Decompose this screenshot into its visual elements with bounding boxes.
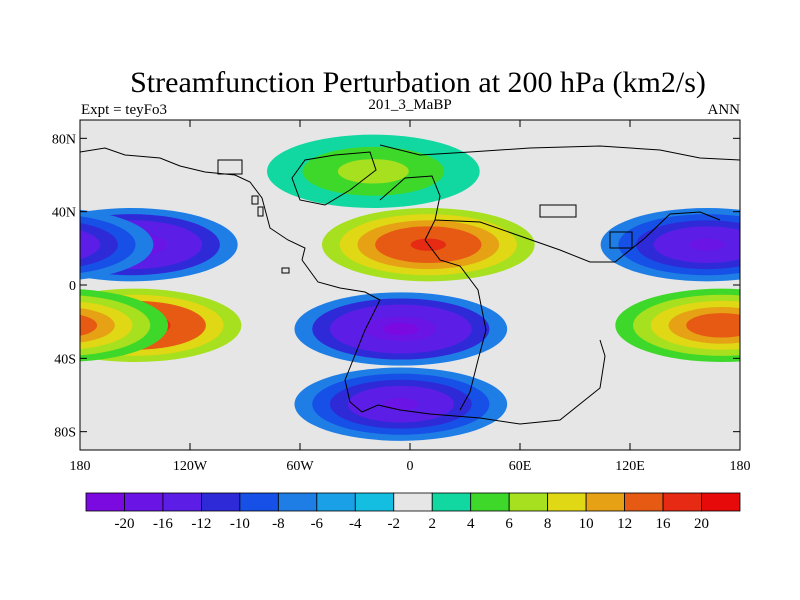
coastline-island-5 [539, 204, 577, 218]
coastline-island-2 [251, 195, 259, 205]
colorbar-label: -8 [272, 516, 285, 532]
colorbar-label: -6 [311, 516, 324, 532]
contour-south-pacific-low-3 [738, 239, 740, 250]
colorbar: -20 -16 -12 -10 -8 -6 -4 -2 2 4 6 8 10 12 16 20 [85, 492, 741, 532]
x-tick-label: 180 [730, 459, 751, 474]
plot-area [79, 119, 741, 451]
x-tick-label: 60E [509, 459, 532, 474]
x-axis: 180 120W 60W 0 60E 120E 180 [70, 120, 751, 474]
contour-west-pacific-low-5 [689, 238, 725, 251]
colorbar-label: 16 [656, 516, 672, 532]
colorbar-swatch [239, 492, 279, 512]
colorbar-swatch [585, 492, 625, 512]
colorbar-label: 10 [579, 516, 594, 532]
contour-fills [80, 134, 740, 441]
y-tick-label: 40S [54, 352, 76, 367]
colorbar-label: -4 [349, 516, 362, 532]
colorbar-swatch [547, 492, 587, 512]
contour-west-pacific-high-3 [80, 308, 115, 343]
colorbar-swatch [277, 492, 318, 512]
x-tick-label: 120W [173, 459, 208, 474]
colorbar-label: -20 [114, 516, 134, 532]
colorbar-label: 6 [505, 516, 513, 532]
y-tick-label: 80N [52, 132, 76, 147]
colorbar-swatch [354, 492, 395, 512]
y-tick-label: 80S [54, 426, 76, 441]
colorbar-swatch [470, 492, 510, 512]
colorbar-swatch [624, 492, 664, 512]
colorbar-swatch [508, 492, 549, 512]
experiment-label: Expt = teyFo3 [81, 102, 167, 118]
contour-west-pacific-low-3 [80, 230, 101, 260]
x-tick-label: 120E [615, 459, 645, 474]
colorbar-swatch [701, 492, 741, 512]
contour-west-pacific-high-5 [703, 319, 740, 332]
coastline-europe [379, 175, 441, 241]
x-tick-label: 0 [407, 459, 414, 474]
contour-south-atlantic-low-5 [383, 322, 419, 336]
y-axis: 80N 40N 0 40S 80S [52, 132, 740, 441]
colorbar-swatch [431, 492, 472, 512]
coastline-africa [424, 239, 487, 411]
colorbar-swatch [316, 492, 356, 512]
coastline-asia-south [434, 211, 721, 263]
contour-southern-ocean-low-5 [383, 398, 419, 411]
coastline-island-3 [257, 206, 264, 217]
chart-title: Streamfunction Perturbation at 200 hPa (… [130, 66, 706, 99]
x-tick-label: 60W [286, 459, 314, 474]
x-tick-label: 180 [70, 459, 91, 474]
colorbar-label: 8 [544, 516, 552, 532]
coastline-island-1 [217, 159, 243, 175]
coastline-map [80, 144, 740, 425]
coastline-island-6 [609, 231, 633, 249]
season-label: ANN [708, 102, 741, 118]
colorbar-label: 20 [694, 516, 709, 532]
coastline-island-4 [281, 267, 290, 274]
colorbar-swatch [85, 492, 125, 512]
colorbar-swatch [662, 492, 702, 512]
colorbar-label: -2 [388, 516, 401, 532]
colorbar-label: -12 [191, 516, 211, 532]
run-label: 201_3_MaBP [368, 97, 451, 113]
contour-west-pacific-high-4 [80, 314, 98, 336]
colorbar-label: -16 [153, 516, 173, 532]
coastline-north-america [80, 147, 306, 261]
contour-west-pacific-low-4 [80, 240, 83, 250]
y-tick-label: 40N [52, 206, 76, 221]
coastline-greenland [291, 151, 377, 206]
colorbar-swatch [201, 492, 241, 512]
coastline-antarctica [361, 339, 606, 425]
contour-north-atlantic-high-5 [355, 165, 392, 178]
colorbar-label: -10 [230, 516, 250, 532]
colorbar-label: 4 [467, 516, 475, 532]
coastline-south-america [301, 259, 381, 413]
coastline-eurasia [379, 144, 740, 161]
colorbar-label: 12 [617, 516, 632, 532]
y-tick-label: 0 [69, 279, 76, 294]
colorbar-swatch [393, 492, 433, 512]
colorbar-swatch [162, 492, 202, 512]
colorbar-swatch [124, 492, 164, 512]
colorbar-label: 2 [428, 516, 436, 532]
